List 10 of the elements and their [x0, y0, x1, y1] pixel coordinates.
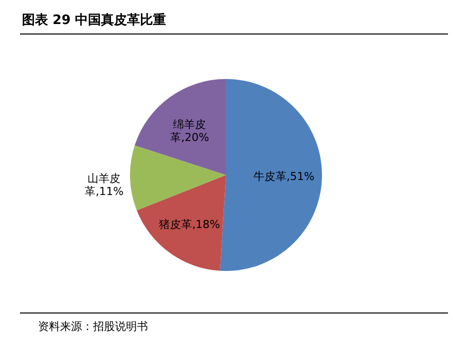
pie-slice: [130, 145, 226, 210]
pie-slice: [220, 79, 322, 271]
slice-label: 绵羊皮革,20%: [170, 118, 210, 144]
pie-slice: [136, 175, 226, 271]
slice-label: 山羊皮革,11%: [84, 172, 124, 198]
slice-label: 牛皮革,51%: [253, 170, 314, 183]
text: 资料来源：招股说明书: [38, 320, 148, 333]
pie-slice: [134, 79, 226, 175]
slice-label: 猪皮革,18%: [159, 218, 220, 232]
chart-title: 图表 29 中国真皮革比重: [22, 12, 166, 28]
